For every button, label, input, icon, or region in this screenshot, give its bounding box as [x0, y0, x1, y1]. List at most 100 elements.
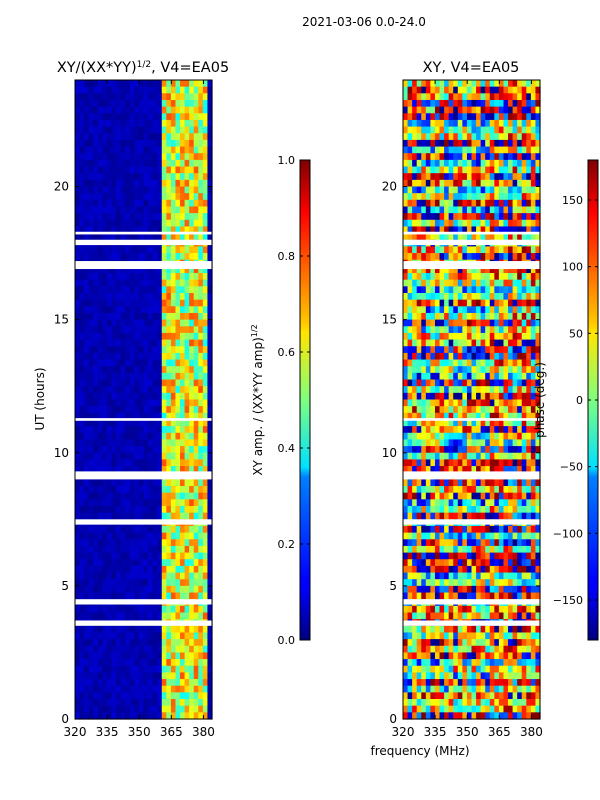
heatmap-cell	[157, 219, 163, 228]
heatmap-cell	[152, 412, 158, 421]
heatmap-cell	[129, 672, 135, 680]
heatmap-cell	[170, 565, 177, 574]
heatmap-cell	[193, 99, 199, 108]
heatmap-cell	[193, 525, 199, 534]
heatmap-cell	[485, 166, 491, 174]
heatmap-cell	[471, 146, 477, 154]
heatmap-cell	[120, 419, 126, 427]
heatmap-cell	[517, 339, 523, 347]
heatmap-cell	[120, 199, 126, 208]
heatmap-cell	[175, 312, 181, 321]
heatmap-cell	[138, 119, 145, 128]
heatmap-cell	[448, 80, 454, 88]
heatmap-cell	[116, 339, 122, 347]
heatmap-cell	[416, 399, 422, 407]
heatmap-cell	[125, 659, 131, 667]
heatmap-cell	[530, 319, 537, 327]
heatmap-cell	[453, 366, 459, 374]
heatmap-cell	[421, 419, 427, 427]
heatmap-cell	[134, 466, 140, 474]
heatmap-cell	[412, 119, 418, 128]
heatmap-cell	[161, 173, 167, 181]
heatmap-cell	[120, 625, 126, 634]
heatmap-cell	[148, 426, 154, 434]
heatmap-cell	[444, 406, 450, 414]
heatmap-cell	[143, 479, 149, 487]
heatmap-cell	[508, 193, 514, 201]
heatmap-cell	[462, 432, 468, 441]
heatmap-cell	[207, 486, 213, 494]
heatmap-cell	[421, 306, 427, 314]
heatmap-cell	[462, 219, 468, 228]
heatmap-cell	[134, 219, 140, 228]
heatmap-cell	[143, 246, 149, 254]
heatmap-cell	[180, 585, 186, 594]
heatmap-cell	[102, 545, 108, 554]
heatmap-cell	[75, 339, 81, 347]
heatmap-cell	[198, 532, 204, 540]
heatmap-cell	[448, 326, 454, 334]
heatmap-cell	[480, 173, 486, 181]
heatmap-cell	[434, 219, 441, 228]
heatmap-cell	[434, 446, 441, 454]
phase-panel-title: XY, V4=EA05	[423, 60, 520, 76]
heatmap-cell	[75, 379, 81, 387]
heatmap-cell	[530, 499, 537, 507]
heatmap-cell	[84, 126, 90, 134]
heatmap-cell	[93, 133, 99, 141]
heatmap-cell	[530, 366, 537, 374]
heatmap-cell	[97, 339, 103, 347]
heatmap-cell	[184, 632, 190, 640]
heatmap-cell	[143, 379, 149, 387]
heatmap-cell	[448, 366, 454, 374]
heatmap-cell	[166, 273, 172, 281]
heatmap-cell	[79, 572, 85, 580]
heatmap-cell	[134, 479, 140, 487]
heatmap-cell	[111, 692, 117, 700]
heatmap-cell	[416, 146, 422, 154]
heatmap-cell	[521, 193, 527, 201]
heatmap-cell	[407, 279, 413, 287]
heatmap-cell	[97, 346, 103, 354]
heatmap-cell	[503, 139, 509, 148]
heatmap-cell	[512, 466, 518, 474]
heatmap-cell	[453, 199, 459, 208]
heatmap-cell	[494, 213, 500, 221]
heatmap-cell	[508, 286, 514, 294]
heatmap-cell	[198, 253, 204, 261]
heatmap-cell	[184, 372, 190, 381]
heatmap-cell	[170, 579, 177, 587]
heatmap-cell	[184, 572, 190, 580]
heatmap-cell	[503, 446, 509, 454]
heatmap-cell	[184, 659, 190, 667]
heatmap-cell	[526, 359, 532, 367]
heatmap-cell	[189, 273, 195, 281]
heatmap-cell	[403, 366, 409, 374]
heatmap-cell	[508, 279, 514, 287]
heatmap-cell	[138, 153, 145, 161]
heatmap-cell	[129, 206, 135, 214]
heatmap-cell	[416, 286, 422, 294]
heatmap-cell	[485, 106, 491, 114]
heatmap-cell	[102, 273, 108, 281]
heatmap-cell	[143, 312, 149, 321]
heatmap-cell	[106, 459, 113, 467]
heatmap-cell	[134, 126, 140, 134]
heatmap-cell	[489, 299, 495, 307]
heatmap-cell	[97, 159, 103, 168]
heatmap-cell	[434, 133, 441, 141]
heatmap-cell	[134, 299, 140, 307]
heatmap-cell	[489, 80, 495, 88]
heatmap-cell	[508, 299, 514, 307]
heatmap-cell	[466, 299, 473, 307]
heatmap-cell	[512, 133, 518, 141]
heatmap-cell	[102, 93, 108, 101]
heatmap-cell	[471, 193, 477, 201]
heatmap-cell	[152, 119, 158, 128]
heatmap-cell	[125, 293, 131, 301]
heatmap-cell	[175, 452, 181, 461]
heatmap-cell	[148, 432, 154, 441]
heatmap-cell	[425, 126, 431, 134]
heatmap-cell	[97, 359, 103, 367]
heatmap-cell	[466, 133, 473, 141]
